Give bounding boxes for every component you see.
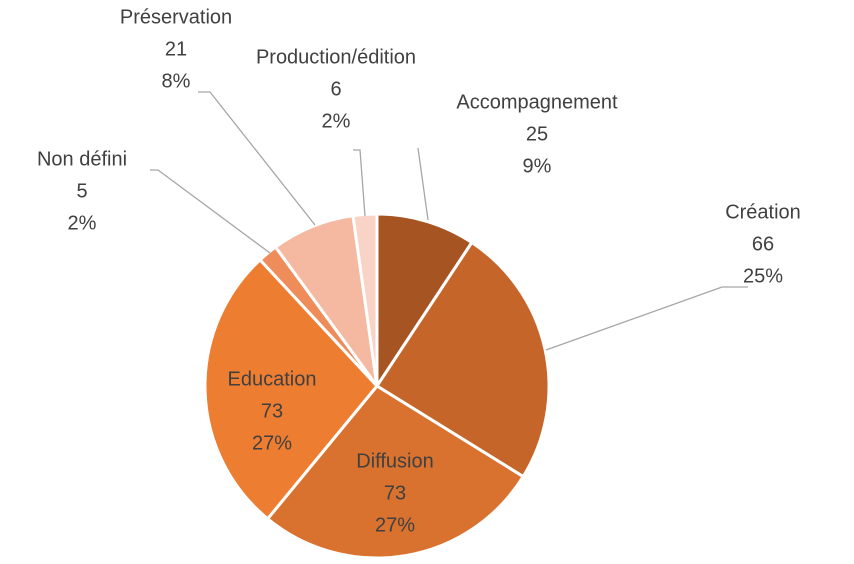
slice-value: 73	[384, 482, 406, 504]
slice-label: Non défini	[37, 148, 127, 170]
leader-line	[150, 169, 271, 254]
slice-label: Préservation	[120, 6, 232, 28]
slice-value: 73	[261, 400, 283, 422]
slice-label: Création	[725, 201, 801, 223]
slice-percent: 2%	[322, 110, 351, 132]
leader-line	[198, 91, 316, 226]
slice-value: 6	[330, 78, 341, 100]
leader-line	[417, 147, 429, 221]
slice-value: 66	[752, 233, 774, 255]
leader-line	[353, 149, 366, 217]
leader-line	[545, 286, 748, 351]
pie-slice	[265, 384, 526, 560]
slice-percent: 2%	[68, 212, 97, 234]
slice-percent: 27%	[375, 514, 415, 536]
slice-percent: 8%	[162, 70, 191, 92]
slice-percent: 27%	[252, 432, 292, 454]
slice-value: 5	[76, 180, 87, 202]
slice-percent: 9%	[523, 155, 552, 177]
slice-percent: 25%	[743, 265, 783, 287]
slice-value: 25	[526, 123, 548, 145]
slice-label: Education	[228, 368, 317, 390]
slice-label: Production/édition	[256, 46, 416, 68]
pie-slice	[375, 212, 474, 391]
slice-label: Accompagnement	[456, 91, 618, 113]
pie-slice	[203, 257, 379, 521]
slice-label: Diffusion	[356, 450, 433, 472]
pie-slice	[374, 240, 551, 479]
slice-value: 21	[165, 38, 187, 60]
